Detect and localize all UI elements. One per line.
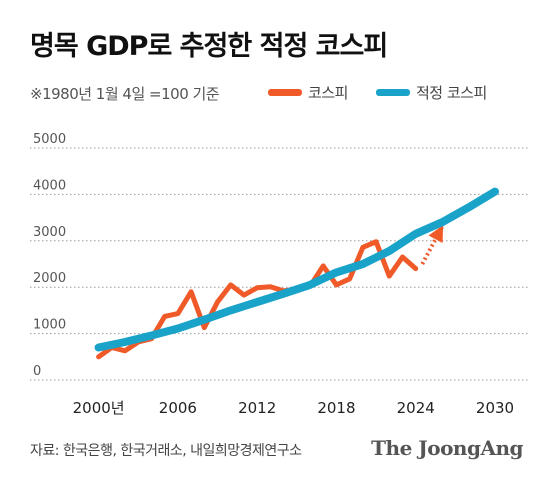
legend-item-fair: 적정 코스피 bbox=[376, 82, 487, 103]
legend-swatch-kospi bbox=[268, 89, 302, 96]
legend-label-kospi: 코스피 bbox=[308, 84, 348, 102]
y-tick-label: 0 bbox=[33, 364, 41, 379]
y-tick-label: 1000 bbox=[33, 318, 66, 333]
x-tick-label: 2018 bbox=[317, 399, 355, 417]
x-tick-label: 2000년 bbox=[73, 399, 125, 417]
series-line-fair-kospi bbox=[94, 187, 499, 352]
baseline-note: ※1980년 1월 4일 =100 기준 bbox=[30, 85, 220, 103]
legend-item-kospi: 코스피 bbox=[268, 82, 348, 103]
x-tick-label: 2030 bbox=[476, 399, 514, 417]
y-tick-label: 3000 bbox=[33, 225, 66, 240]
x-tick-label: 2006 bbox=[159, 399, 197, 417]
legend-swatch-fair bbox=[376, 89, 410, 96]
chart-title: 명목 GDP로 추정한 적정 코스피 bbox=[30, 31, 388, 62]
x-tick-label: 2012 bbox=[238, 399, 276, 417]
x-tick-label: 2024 bbox=[397, 399, 435, 417]
forecast-arrowhead bbox=[428, 225, 444, 243]
y-tick-label: 5000 bbox=[33, 132, 66, 147]
brand-logo: The JoongAng bbox=[371, 436, 523, 460]
y-tick-label: 4000 bbox=[33, 178, 66, 193]
y-tick-label: 2000 bbox=[33, 271, 66, 286]
legend-label-fair: 적정 코스피 bbox=[416, 84, 487, 102]
source-credit: 자료: 한국은행, 한국거래소, 내일희망경제연구소 bbox=[30, 443, 302, 459]
